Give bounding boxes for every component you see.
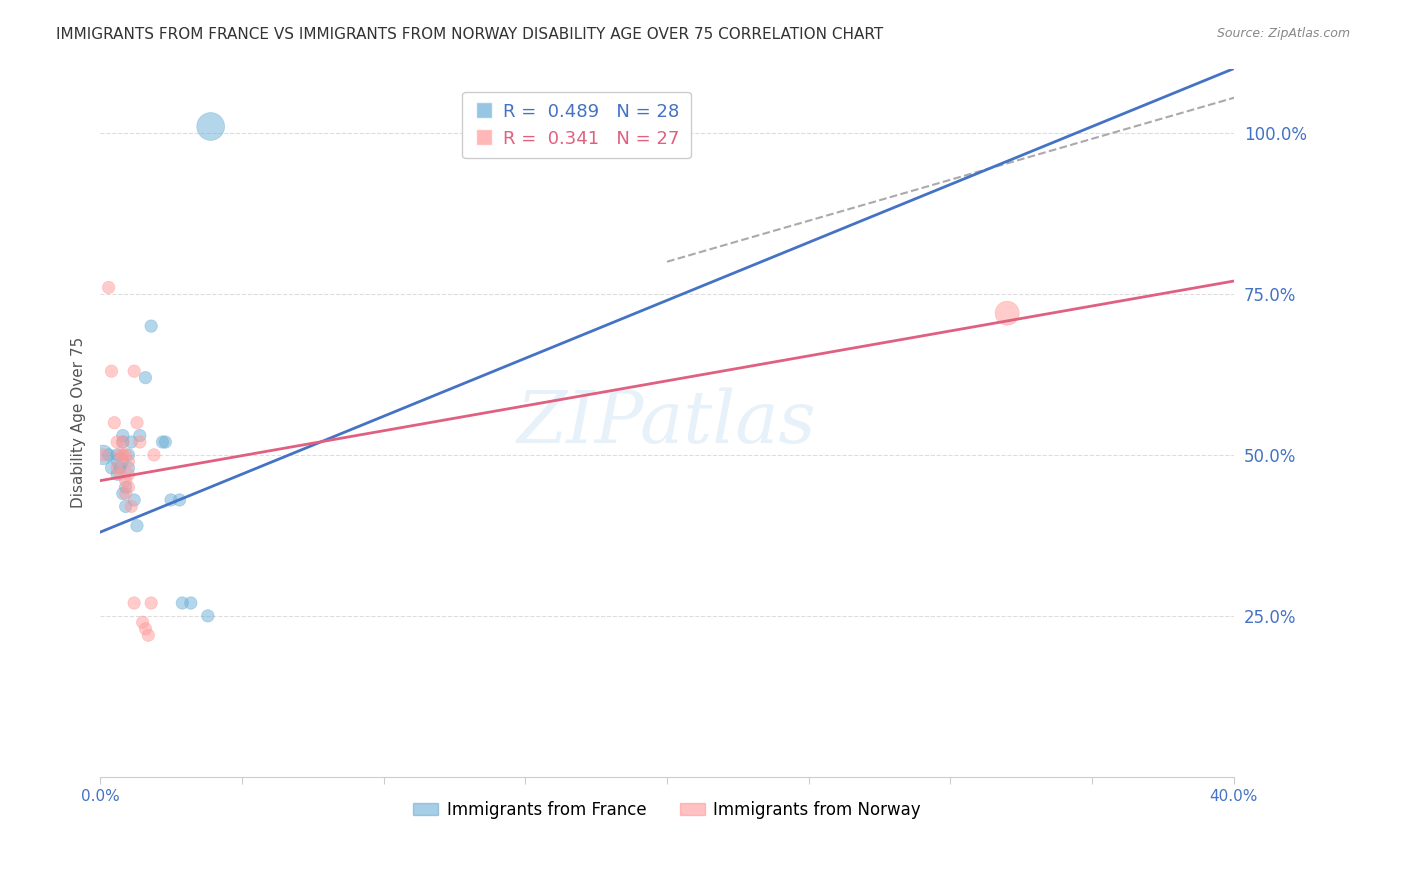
Point <box>134 370 156 384</box>
Point <box>120 500 142 514</box>
Point <box>117 448 139 462</box>
Point <box>152 435 174 450</box>
Point <box>172 596 194 610</box>
Point <box>180 596 202 610</box>
Point <box>105 448 128 462</box>
Point <box>114 480 136 494</box>
Point <box>122 493 145 508</box>
Point <box>125 518 148 533</box>
Point <box>128 428 150 442</box>
Legend: Immigrants from France, Immigrants from Norway: Immigrants from France, Immigrants from … <box>406 794 928 825</box>
Point <box>125 416 148 430</box>
Point <box>160 493 183 508</box>
Point <box>136 628 159 642</box>
Point <box>197 608 219 623</box>
Point <box>111 448 134 462</box>
Point <box>111 435 134 450</box>
Point <box>111 486 134 500</box>
Point <box>169 493 191 508</box>
Text: ZIPatlas: ZIPatlas <box>517 387 817 458</box>
Point <box>108 448 131 462</box>
Text: IMMIGRANTS FROM FRANCE VS IMMIGRANTS FROM NORWAY DISABILITY AGE OVER 75 CORRELAT: IMMIGRANTS FROM FRANCE VS IMMIGRANTS FRO… <box>56 27 883 42</box>
Point <box>108 467 131 482</box>
Point <box>111 428 134 442</box>
Point <box>200 120 222 134</box>
Point <box>114 486 136 500</box>
Point <box>122 596 145 610</box>
Point <box>143 448 166 462</box>
Point <box>103 416 125 430</box>
Y-axis label: Disability Age Over 75: Disability Age Over 75 <box>72 337 86 508</box>
Point <box>117 480 139 494</box>
Point <box>91 448 114 462</box>
Point <box>111 435 134 450</box>
Point <box>155 435 177 450</box>
Point <box>108 454 131 468</box>
Point <box>105 460 128 475</box>
Point <box>97 280 120 294</box>
Point <box>108 460 131 475</box>
Point <box>91 448 114 462</box>
Point <box>131 615 153 630</box>
Text: Source: ZipAtlas.com: Source: ZipAtlas.com <box>1216 27 1350 40</box>
Point <box>100 460 122 475</box>
Point <box>134 622 156 636</box>
Point <box>114 474 136 488</box>
Point <box>141 596 163 610</box>
Point <box>117 460 139 475</box>
Point <box>105 467 128 482</box>
Point <box>105 435 128 450</box>
Point <box>117 467 139 482</box>
Point <box>114 448 136 462</box>
Point <box>100 364 122 378</box>
Point <box>117 454 139 468</box>
Point <box>141 319 163 334</box>
Point <box>120 435 142 450</box>
Point <box>97 448 120 462</box>
Point <box>114 500 136 514</box>
Point <box>122 364 145 378</box>
Point <box>128 435 150 450</box>
Point <box>995 306 1018 320</box>
